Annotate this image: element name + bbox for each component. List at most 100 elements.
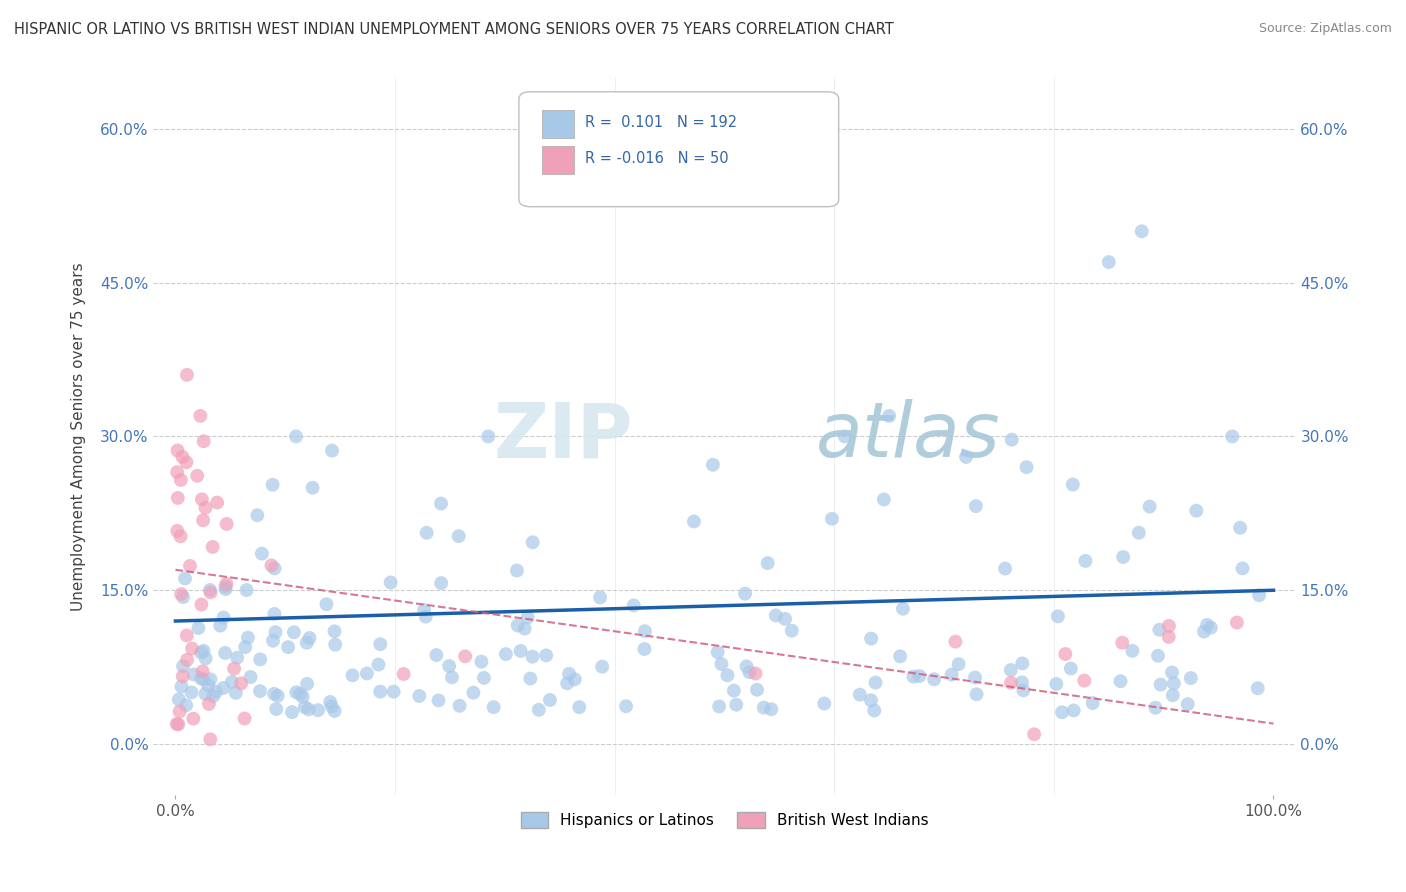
Point <box>191 665 214 679</box>
Point <box>859 693 882 707</box>
Point <box>756 556 779 570</box>
Point <box>176 628 198 642</box>
Point <box>538 693 561 707</box>
Point <box>1144 700 1167 714</box>
Point <box>233 640 256 654</box>
Point <box>738 665 761 680</box>
Bar <box>541 145 574 174</box>
Point <box>706 645 728 659</box>
Point <box>425 648 447 662</box>
Point <box>522 649 544 664</box>
Point <box>174 572 197 586</box>
Point <box>191 492 214 507</box>
Point <box>277 640 299 654</box>
Point <box>246 508 269 523</box>
Point <box>172 669 194 683</box>
Point <box>1011 657 1033 671</box>
Bar <box>541 110 574 138</box>
Point <box>179 558 201 573</box>
Point <box>447 529 470 543</box>
Point <box>955 450 977 464</box>
Point <box>723 683 745 698</box>
Point <box>368 684 391 698</box>
Point <box>249 652 271 666</box>
Point <box>1130 224 1153 238</box>
Point <box>233 711 256 725</box>
Point <box>200 585 222 599</box>
Point <box>773 612 796 626</box>
Point <box>482 700 505 714</box>
Point <box>262 478 284 492</box>
Point <box>190 598 212 612</box>
Point <box>744 666 766 681</box>
Point <box>623 599 645 613</box>
Point <box>454 649 477 664</box>
Point <box>1024 727 1046 741</box>
Point <box>1185 504 1208 518</box>
Point <box>169 529 191 543</box>
Point <box>263 561 285 575</box>
Point <box>1226 615 1249 630</box>
Point <box>1062 477 1084 491</box>
Point <box>1046 609 1069 624</box>
Point <box>200 673 222 687</box>
Point <box>190 646 212 660</box>
Point <box>765 608 787 623</box>
Point <box>506 564 529 578</box>
Point <box>202 689 225 703</box>
Point <box>1063 703 1085 717</box>
Point <box>1098 255 1121 269</box>
Point <box>735 659 758 673</box>
Point <box>183 667 205 681</box>
Point <box>263 607 285 621</box>
Point <box>172 450 194 464</box>
Point <box>201 540 224 554</box>
Point <box>198 582 221 597</box>
Point <box>191 513 214 527</box>
Point <box>1180 671 1202 685</box>
Point <box>231 676 253 690</box>
Point <box>889 649 911 664</box>
Point <box>589 591 612 605</box>
Point <box>734 587 756 601</box>
Point <box>176 653 198 667</box>
Point <box>288 687 311 701</box>
Point <box>285 429 308 443</box>
Point <box>506 618 529 632</box>
Point <box>1157 630 1180 644</box>
Point <box>194 651 217 665</box>
Point <box>367 657 389 672</box>
Point <box>205 495 228 509</box>
Point <box>1050 705 1073 719</box>
Point <box>263 687 285 701</box>
Point <box>315 597 337 611</box>
Point <box>190 672 212 686</box>
Text: R =  0.101   N = 192: R = 0.101 N = 192 <box>585 115 737 130</box>
Point <box>166 491 188 505</box>
Point <box>994 561 1017 575</box>
Point <box>1045 677 1067 691</box>
Point <box>495 647 517 661</box>
Point <box>1011 675 1033 690</box>
Point <box>214 579 236 593</box>
Point <box>614 699 637 714</box>
Point <box>1012 683 1035 698</box>
FancyBboxPatch shape <box>519 92 838 207</box>
Point <box>941 667 963 681</box>
Point <box>477 429 499 443</box>
Point <box>190 409 212 423</box>
Point <box>863 704 886 718</box>
Point <box>516 610 538 624</box>
Point <box>1060 661 1083 675</box>
Point <box>264 625 287 640</box>
Point <box>187 621 209 635</box>
Point <box>891 601 914 615</box>
Point <box>214 646 236 660</box>
Point <box>176 455 198 469</box>
Point <box>568 700 591 714</box>
Point <box>180 685 202 699</box>
Point <box>295 636 318 650</box>
Point <box>948 657 970 672</box>
Text: ZIP: ZIP <box>494 400 633 474</box>
Point <box>1000 663 1022 677</box>
